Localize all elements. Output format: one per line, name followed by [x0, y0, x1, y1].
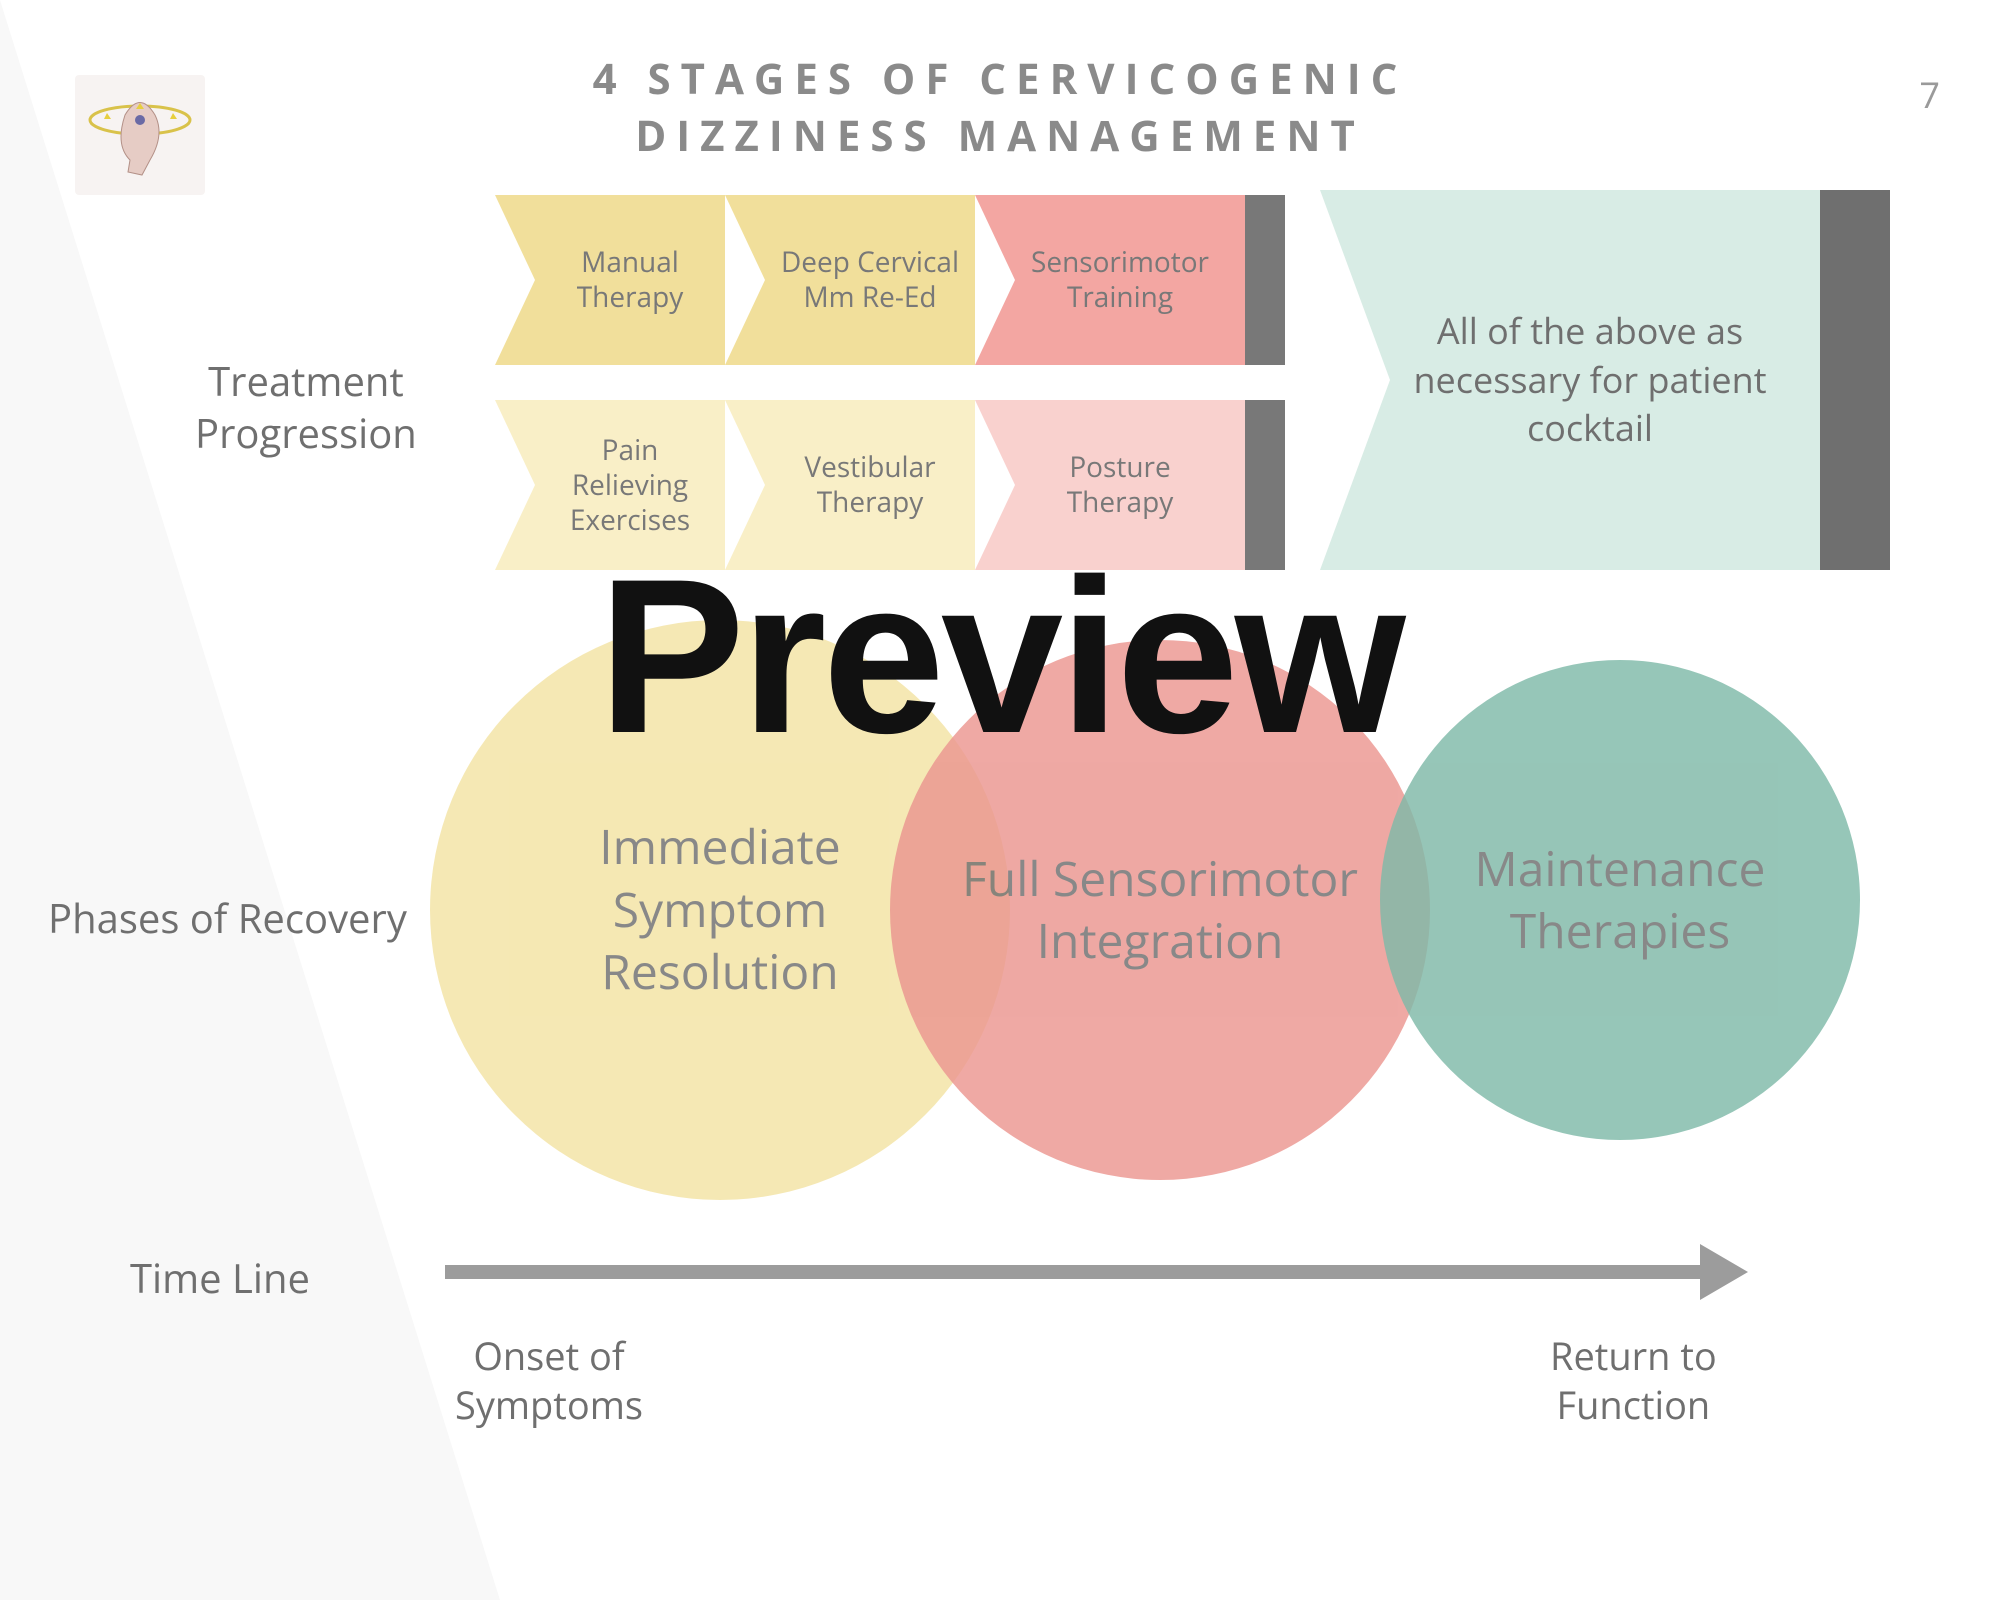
page-title: 4 STAGES OF CERVICOGENIC DIZZINESS MANAG…: [0, 50, 2000, 164]
chevron-stage: Sensorimotor Training: [975, 195, 1245, 365]
timeline-end-label: Return to Function: [1550, 1332, 1717, 1431]
background-triangle: [0, 0, 500, 1600]
title-line-1: 4 STAGES OF CERVICOGENIC: [593, 50, 1408, 107]
page-number: 7: [1919, 70, 1940, 119]
chevron-final: All of the above as necessary for patien…: [1320, 190, 1820, 570]
chevron-stage: Manual Therapy: [495, 195, 745, 365]
chevron-stage: Posture Therapy: [975, 400, 1245, 570]
phase-circle: Full Sensorimotor Integration: [890, 640, 1430, 1180]
label-timeline: Time Line: [130, 1250, 310, 1305]
timeline-start-label: Onset of Symptoms: [455, 1332, 643, 1431]
chevron-stage: Pain Relieving Exercises: [495, 400, 745, 570]
title-line-2: DIZZINESS MANAGEMENT: [635, 107, 1365, 164]
phase-circle: Maintenance Therapies: [1380, 660, 1860, 1140]
chevron-stage: Vestibular Therapy: [725, 400, 995, 570]
chevron-stage: Deep Cervical Mm Re-Ed: [725, 195, 995, 365]
chevron-row-1: Manual TherapyDeep Cervical Mm Re-EdSens…: [495, 195, 1225, 365]
timeline-arrow: [445, 1232, 1750, 1312]
chevron-row-2: Pain Relieving ExercisesVestibular Thera…: [495, 400, 1225, 570]
label-treatment-progression: Treatment Progression: [195, 355, 417, 459]
label-phases-of-recovery: Phases of Recovery: [48, 890, 407, 945]
